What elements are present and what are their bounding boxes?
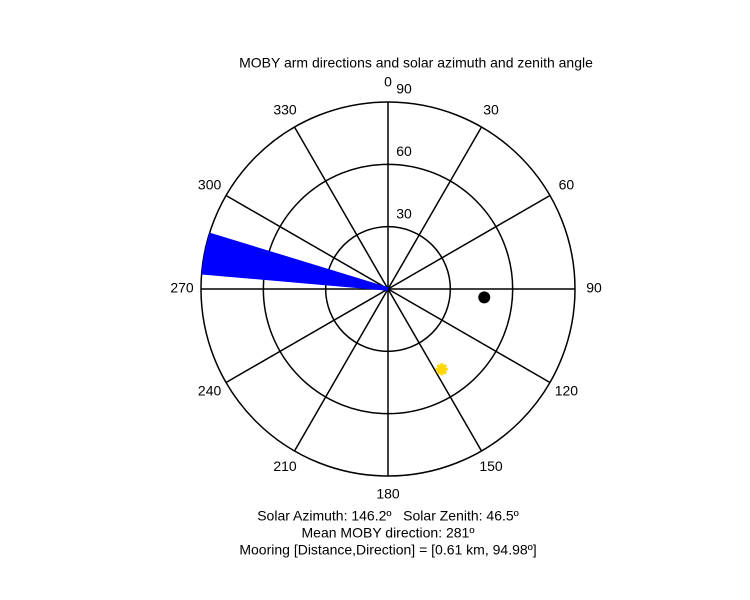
- r-tick-label: 30: [396, 205, 412, 221]
- r-tick-label: 60: [396, 143, 412, 159]
- spoke: [387, 126, 483, 290]
- spoke: [225, 194, 389, 290]
- r-tick-label: 90: [396, 81, 412, 97]
- spoke: [387, 288, 551, 384]
- theta-tick-label: 150: [479, 458, 503, 474]
- theta-tick-label: 240: [198, 383, 222, 399]
- theta-tick-label: 210: [273, 458, 297, 474]
- marker: [478, 291, 491, 304]
- chart-title: MOBY arm directions and solar azimuth an…: [239, 55, 593, 71]
- spoke: [293, 126, 389, 290]
- spoke: [387, 288, 483, 452]
- spoke: [387, 194, 551, 290]
- arm-direction: [208, 232, 389, 291]
- theta-tick-label: 0: [384, 74, 392, 90]
- annotation: Solar Azimuth: 146.2º Solar Zenith: 46.5…: [257, 508, 519, 524]
- theta-tick-label: 300: [198, 177, 222, 193]
- theta-tick-label: 60: [559, 177, 575, 193]
- theta-tick-label: 180: [376, 486, 400, 502]
- spoke: [293, 288, 389, 452]
- annotation: Mooring [Distance,Direction] = [0.61 km,…: [239, 542, 536, 558]
- theta-tick-label: 120: [555, 383, 579, 399]
- marker: [435, 363, 448, 376]
- annotation: Mean MOBY direction: 281º: [302, 525, 475, 541]
- theta-tick-label: 330: [273, 101, 297, 117]
- theta-tick-label: 90: [586, 280, 602, 296]
- theta-tick-label: 30: [483, 101, 499, 117]
- theta-tick-label: 270: [170, 280, 194, 296]
- spoke: [225, 288, 389, 384]
